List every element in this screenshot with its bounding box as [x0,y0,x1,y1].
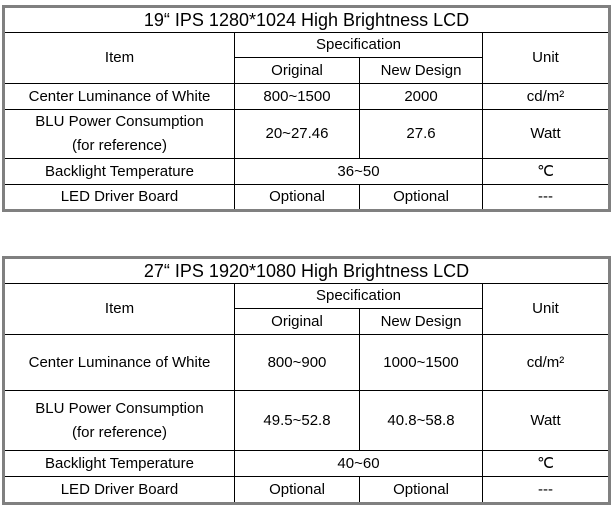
title-row: 27“ IPS 1920*1080 High Brightness LCD [2,257,611,284]
spec-cell: 40~60 [234,450,483,477]
spec-cell: 36~50 [234,158,483,185]
spec-cell: Optional [234,476,360,504]
table-title: 19“ IPS 1280*1024 High Brightness LCD [2,6,611,33]
spec-cell: 20~27.46 [234,109,360,159]
spec-cell: 1000~1500 [359,334,483,391]
header-row: Item Specification Unit [3,283,611,335]
header-row: Original New Design [4,308,610,335]
unit-cell: cd/m² [481,83,611,110]
header-cell: New Design [359,57,483,84]
item-cell: Backlight Temperature [3,158,235,185]
spec-cell: 40.8~58.8 [359,390,483,451]
header-cell: Original [234,57,360,84]
title-row: 19“ IPS 1280*1024 High Brightness LCD [2,6,611,33]
unit-cell: ℃ [481,450,611,477]
spec-cell: 27.6 [359,109,483,159]
header-row: Original New Design [4,57,610,84]
unit-cell: cd/m² [481,334,611,391]
item-cell: LED Driver Board [3,476,235,504]
spec-table: 19“ IPS 1280*1024 High Brightness LCD Ite… [2,5,611,212]
item-line: Backlight Temperature [45,454,194,472]
item-line: Backlight Temperature [45,162,194,180]
header-cell: Unit [481,32,611,84]
spec-cell: Optional [359,184,483,211]
item-cell: Center Luminance of White [3,83,235,110]
item-cell: Backlight Temperature [3,450,235,477]
item-cell: BLU Power Consumption (for reference) [3,109,235,159]
item-cell: LED Driver Board [3,184,235,211]
unit-cell: Watt [481,109,611,159]
data-row: BLU Power Consumption (for reference) 49.5… [3,390,611,451]
spec-cell: 800~900 [234,334,360,391]
data-row: Backlight Temperature 40~60 ℃ [3,450,611,477]
item-line: BLU Power Consumption [35,399,204,417]
spec-cell: Optional [359,476,483,504]
item-cell: BLU Power Consumption (for reference) [3,390,235,451]
item-line: (for reference) [71,137,168,154]
spec-table: 27“ IPS 1920*1080 High Brightness LCD Ite… [2,256,611,505]
header-cell: Item [3,32,235,84]
data-row: LED Driver Board Optional Optional --- [3,184,611,211]
spec-cell: Optional [234,184,360,211]
unit-cell: ℃ [481,158,611,185]
data-row: LED Driver Board Optional Optional --- [3,476,611,504]
header-cell: New Design [359,308,483,335]
item-line: (for reference) [71,423,168,441]
item-line: LED Driver Board [60,480,179,498]
item-line: BLU Power Consumption [35,113,204,130]
item-line: Center Luminance of White [28,87,211,105]
data-row: BLU Power Consumption (for reference) 20~2… [3,109,611,159]
unit-cell: Watt [481,390,611,451]
table-title: 27“ IPS 1920*1080 High Brightness LCD [2,257,611,284]
header-cell: Original [234,308,360,335]
data-row: Center Luminance of White 800~1500 2000 cd/… [3,83,611,110]
header-cell: Specification [234,32,483,58]
item-line: LED Driver Board [60,188,179,205]
spec-cell: 49.5~52.8 [234,390,360,451]
data-row: Backlight Temperature 36~50 ℃ [3,158,611,185]
header-row: Item Specification Unit [3,32,611,84]
unit-cell: --- [481,476,611,504]
spec-cell: 800~1500 [234,83,360,110]
spec-cell: 2000 [359,83,483,110]
header-cell: Specification [234,283,483,309]
data-row: Center Luminance of White 800~900 1000~150… [3,334,611,391]
item-cell: Center Luminance of White [3,334,235,391]
item-line: Center Luminance of White [28,353,211,371]
header-cell: Unit [481,283,611,335]
header-cell: Item [3,283,235,335]
unit-cell: --- [481,184,611,211]
